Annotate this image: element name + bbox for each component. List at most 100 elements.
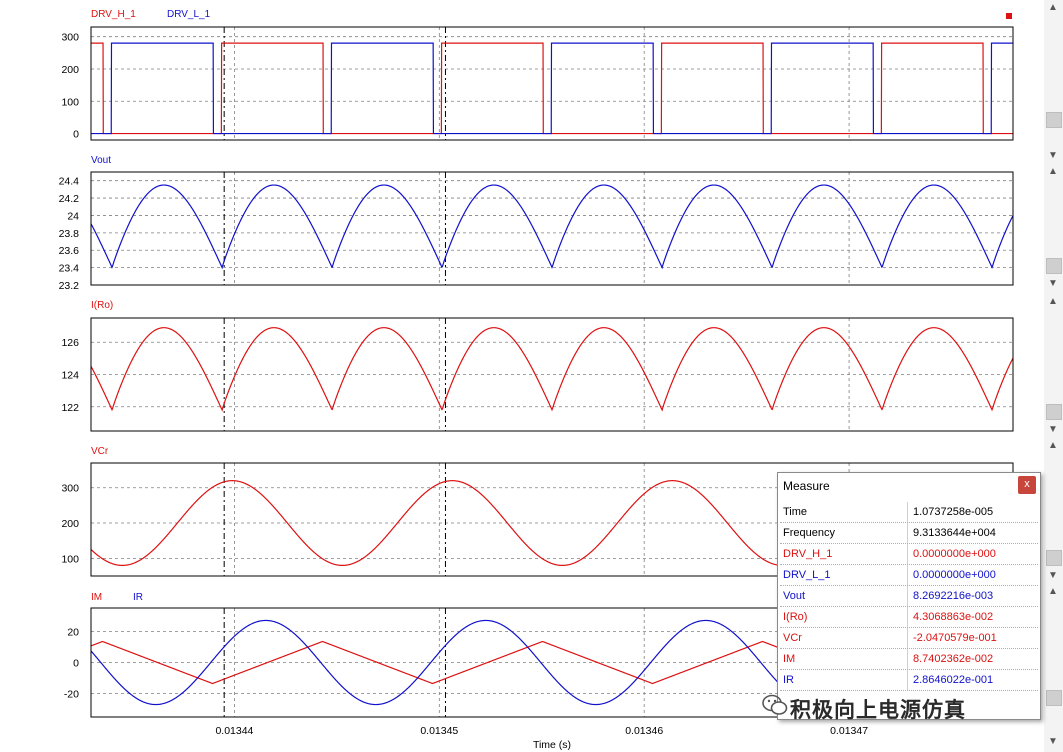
measure-divider [907,523,908,543]
measure-row: VCr -2.0470579e-001 [780,628,1038,649]
measure-row: IM 8.7402362e-002 [780,649,1038,670]
measure-label: IM [783,653,796,665]
measure-divider [907,502,908,522]
measure-value: 1.0737258e-005 [913,506,994,518]
y-tick-label: 24 [67,210,79,222]
measure-label: Time [783,506,808,518]
series-line-drv-l [91,42,1013,135]
scroll-down-icon[interactable]: ▼ [1048,736,1058,747]
series-label: IR [133,592,143,603]
y-tick-label: 100 [61,553,79,565]
series-label: DRV_L_1 [167,9,211,20]
y-tick-label: 124 [61,370,79,382]
measure-label: IR [783,674,794,686]
measure-window[interactable]: Measure x Time 1.0737258e-005 Frequency 9.3… [777,472,1041,720]
panel-frame [90,171,1014,286]
series-line-drv-h [91,42,1013,135]
measure-row: I(Ro) 4.3068863e-002 [780,607,1038,628]
scroll-up-icon[interactable]: ▲ [1048,586,1058,597]
y-tick-label: 122 [61,402,79,414]
scroll-down-icon[interactable]: ▼ [1048,278,1058,289]
measure-label: Frequency [783,527,835,539]
panel-frame [90,26,1014,141]
panel-drive: DRV_H_1 DRV_L_1 0 100 200 300 [61,9,1014,141]
scroll-thumb-5[interactable] [1046,690,1062,706]
measure-row: DRV_L_1 0.0000000e+000 [780,565,1038,586]
y-tick-label: 200 [61,518,79,530]
y-tick-label: 23.4 [59,263,80,275]
measure-value: 2.8646022e-001 [913,674,994,686]
x-tick-label: 0.01345 [420,725,458,737]
measure-divider [907,607,908,627]
measure-divider [907,565,908,585]
y-tick-label: 23.8 [59,228,80,240]
measure-value: 4.3068863e-002 [913,611,994,623]
x-tick-label: 0.01344 [215,725,253,737]
vertical-scrollbar[interactable]: ▲ ▼ ▲ ▼ ▲ ▼ ▲ ▼ ▲ ▼ [1044,0,1063,752]
measure-titlebar[interactable]: Measure x [778,473,1040,499]
marker-square-icon [1006,13,1012,19]
measure-divider [907,628,908,648]
x-tick-label: 0.01347 [830,725,868,737]
watermark-text: 积极向上电源仿真 [790,699,966,722]
scroll-up-icon[interactable]: ▲ [1048,440,1058,451]
measure-value: 0.0000000e+000 [913,548,996,560]
y-tick-label: 24.2 [59,193,80,205]
y-tick-label: 200 [61,64,79,76]
scroll-thumb-3[interactable] [1046,404,1062,420]
y-tick-label: 300 [61,32,79,44]
measure-label: Vout [783,590,806,602]
measure-divider [907,649,908,669]
scroll-down-icon[interactable]: ▼ [1048,424,1058,435]
measure-divider [907,586,908,606]
y-tick-label: 126 [61,337,79,349]
measure-label: DRV_H_1 [783,548,833,560]
series-label: DRV_H_1 [91,9,136,20]
scroll-thumb-1[interactable] [1046,112,1062,128]
measure-divider [907,544,908,564]
scroll-down-icon[interactable]: ▼ [1048,150,1058,161]
panel-frame [90,317,1014,432]
panel-iro: I(Ro) 122 124 126 [61,300,1014,432]
measure-table: Time 1.0737258e-005 Frequency 9.3133644e+00… [780,502,1038,691]
measure-title: Measure [783,479,830,493]
measure-value: 0.0000000e+000 [913,569,996,581]
measure-row: Time 1.0737258e-005 [780,502,1038,523]
y-tick-label: -20 [64,689,79,701]
measure-row: IR 2.8646022e-001 [780,670,1038,691]
measure-label: I(Ro) [783,611,808,623]
series-line-vout [91,184,1013,270]
scroll-up-icon[interactable]: ▲ [1048,296,1058,307]
x-axis-label: Time (s) [533,739,571,751]
scroll-thumb-2[interactable] [1046,258,1062,274]
series-line-iro [91,327,1013,412]
y-tick-label: 300 [61,483,79,495]
series-label: I(Ro) [91,300,113,311]
measure-divider [907,670,908,690]
measure-row: Vout 8.2692216e-003 [780,586,1038,607]
measure-value: 9.3133644e+004 [913,527,996,539]
scroll-up-icon[interactable]: ▲ [1048,2,1058,13]
measure-value: 8.2692216e-003 [913,590,994,602]
y-tick-label: 23.6 [59,245,80,257]
scroll-thumb-4[interactable] [1046,550,1062,566]
measure-row: Frequency 9.3133644e+004 [780,523,1038,544]
series-label: IM [91,592,102,603]
close-icon[interactable]: x [1018,476,1036,494]
measure-value: -2.0470579e-001 [913,632,997,644]
scroll-up-icon[interactable]: ▲ [1048,166,1058,177]
measure-label: DRV_L_1 [783,569,831,581]
panel-vout: Vout 23.2 23.4 23.6 23.8 24 24.2 24.4 [59,155,1014,292]
y-tick-label: 100 [61,96,79,108]
y-tick-label: 23.2 [59,280,80,292]
measure-label: VCr [783,632,802,644]
scroll-down-icon[interactable]: ▼ [1048,570,1058,581]
y-tick-label: 20 [67,626,79,638]
measure-value: 8.7402362e-002 [913,653,994,665]
y-tick-label: 24.4 [59,176,80,188]
measure-row: DRV_H_1 0.0000000e+000 [780,544,1038,565]
y-tick-label: 0 [73,129,79,141]
wechat-icon [762,694,788,715]
y-tick-label: 0 [73,658,79,670]
